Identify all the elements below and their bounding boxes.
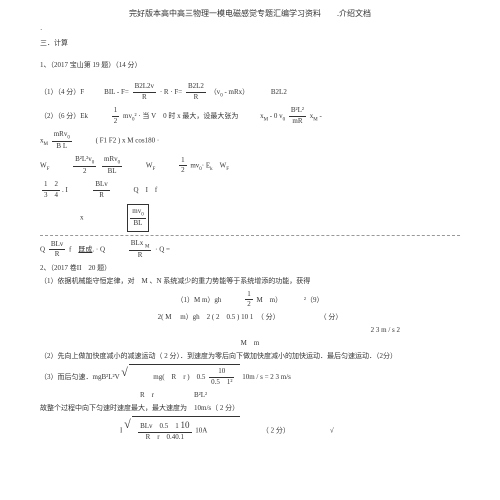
eq-6: x mv0BL bbox=[40, 204, 460, 236]
eq-5: 1 23 4. I BLvR Q I f bbox=[40, 180, 460, 201]
p12: （3）而后匀速．mgB²L²V mg( R r ) 0.5 100.5 1² 1… bbox=[40, 364, 460, 388]
p8: （1）M m）gh 12 M m） ²（9） bbox=[40, 290, 460, 311]
p9b: 2 3 m / s 2 bbox=[40, 326, 460, 336]
eq-1: （1）（4 分）FBIL - F= B2L2vR · R · F= B2L2R … bbox=[40, 82, 460, 103]
doc-content: · 三．计算 1、（2017 宝山第 19 题）（14 分） （1）（4 分）F… bbox=[0, 26, 500, 443]
p12b: R rB²L² bbox=[40, 391, 460, 401]
p14: I BLv 0.5 1 10R r 0.40.1 10A （ 2 分）√ bbox=[40, 416, 460, 443]
bullet: · bbox=[40, 26, 460, 36]
section-no: 三．计算 bbox=[40, 39, 460, 49]
eq-4: WF B²L²v02 mRv0BL WF 12 mv0· Ek WF bbox=[40, 155, 460, 177]
eq-7: Q BLvR f 既成. · Q BLx MR · Q = bbox=[40, 239, 460, 261]
p13: 故整个过程中向下匀速时速度最大，最大速度为 10m/s（ 2 分） bbox=[40, 404, 460, 414]
q1-title: 1、（2017 宝山第 19 题）（14 分） bbox=[40, 61, 460, 71]
p11: （2）先向上做加快度减小的减速运动（ 2 分）．到速度为零后向下做加快度减小的加… bbox=[40, 352, 460, 362]
eq-3: xM mRv0B L ( F1 F2 ) x M cos180 · bbox=[40, 130, 460, 152]
eq-2: （2）（6 分）Ek 12 mv0² · 当 V 0 时 x 最大，设最大张为 … bbox=[40, 106, 460, 127]
doc-header: 完好版本高中高三物理一模电磁感觉专题汇编学习资料 .介绍文档 bbox=[0, 0, 500, 23]
p7: （1）依据机械能守恒定律，对 M 、N 系统减少的重力势能等于系统增添的功能，获… bbox=[40, 277, 460, 287]
p9: 2( M m）gh 2 ( 2 0.5 ) 10 1 （ 分）（ 分） bbox=[40, 313, 460, 323]
p10: M m bbox=[40, 339, 460, 349]
q2-title: 2、（2017 卷II 20 题） bbox=[40, 264, 460, 274]
